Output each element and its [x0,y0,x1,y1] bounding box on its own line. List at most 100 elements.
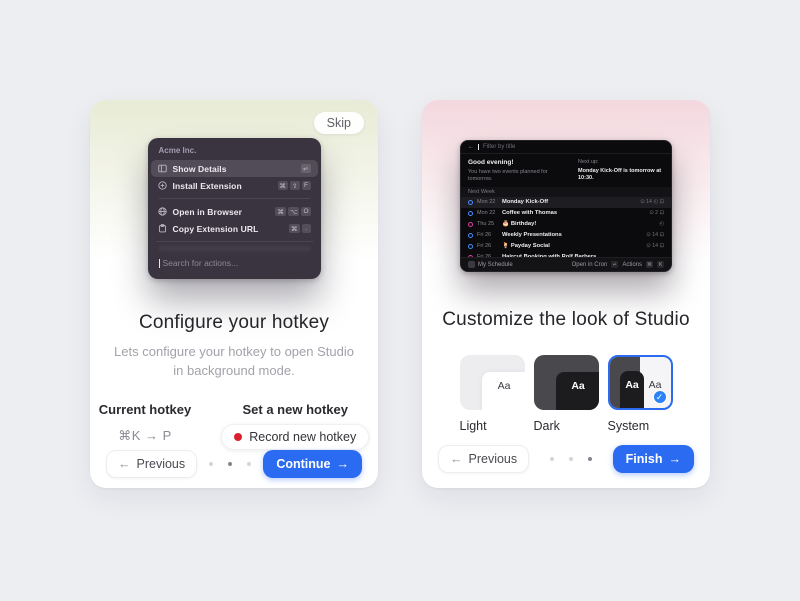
pagination-dot-active [587,457,592,461]
onboarding-stage: Skip Acme Inc. Show Details ↵ Install Ex… [90,100,710,488]
greeting-block: Good evening! You have two events planne… [468,159,564,183]
kbd-enter: ↵ [611,261,619,268]
text-caret [158,258,160,268]
back-arrow-icon: ← [468,144,474,150]
pagination-dot-active [228,461,233,466]
page-title: Customize the look of Studio [442,309,690,330]
kbd-cmd: ⌘ [646,261,653,268]
event-meta: ⊙ 14 ⊡ [646,243,664,250]
current-hotkey-label: Current hotkey [98,401,192,417]
previous-label: Previous [136,456,186,471]
pagination-dot [209,461,214,466]
event-title: 🎂 Birthday! [502,221,537,228]
filter-bar: ← Filter by title [461,141,671,154]
kbd-period: . [301,224,311,233]
previous-button[interactable]: ← Previous [438,445,530,473]
event-status-icon [468,210,473,216]
theme-option-dark[interactable]: Aa Dark [533,355,599,433]
theme-sample-text: Aa [497,379,511,392]
studio-app-mockup: ← Filter by title Good evening! You have… [460,140,672,272]
page-title: Configure your hotkey [138,312,330,333]
theme-sample-text: Aa [571,379,585,392]
event-row: Thu 25 🎂 Birthday! ◴ [461,219,671,230]
event-row: Fri 26 🍹 Payday Social ⊙ 14 ⊡ [461,241,671,252]
theme-sample-text: Aa [648,379,662,391]
event-meta: ⊙ 14 ⊡ [646,232,664,239]
check-icon: ✓ [652,390,667,404]
event-meta: ◴ [659,221,664,228]
greeting-subtitle: You have two events planned for tomorrow… [468,168,548,182]
menu-item-label: Copy Extension URL [172,223,259,234]
theme-option-system[interactable]: Aa Aa ✓ System [607,355,673,433]
record-dot-icon [234,432,243,441]
actions-label: Actions [622,261,642,268]
open-in-label: Open in Cron [571,261,608,268]
menu-search-input: Search for actions... [148,251,321,277]
hotkey-step-card: Skip Acme Inc. Show Details ↵ Install Ex… [90,100,378,488]
pagination-dot [247,461,252,466]
finish-label: Finish [625,452,663,466]
theme-label: System [607,419,650,433]
theme-label: Light [459,419,487,433]
event-title: Coffee with Thomas [502,210,558,217]
menu-divider [158,198,310,199]
event-meta: ⊙ 2 ⊡ [649,210,664,217]
arrow-right-icon: → [336,456,350,471]
theme-label: Dark [533,419,560,433]
kbd-letter: F [301,181,311,190]
event-row: Mon 22 Monday Kick-Off ⊙ 14 ◴ ⊡ [461,196,671,208]
pagination-dots [209,461,252,466]
theme-sample-text: Aa [625,379,639,392]
section-label: Next Week [461,186,671,197]
actions-menu-mockup: Acme Inc. Show Details ↵ Install Extensi… [147,138,321,279]
globe-icon [157,207,167,216]
kbd-shift: ⇧ [290,181,300,190]
skip-button[interactable]: Skip [313,112,364,134]
filter-placeholder: Filter by title [483,144,516,150]
next-up-label: Next up: [578,159,599,165]
event-status-icon [468,243,473,249]
next-up-value: Monday Kick-Off is tomorrow at 10:30. [578,167,662,181]
previous-button[interactable]: ← Previous [106,449,198,478]
text-caret [478,144,479,150]
event-meta: ⊙ 14 ◴ ⊡ [640,199,664,206]
new-hotkey-label: Set a new hotkey [242,401,348,417]
kbd-letter: O [301,207,311,216]
menu-faded-row [157,246,311,251]
pagination-dots [549,457,592,461]
footer-label: My Schedule [478,261,513,268]
menu-item-copy-extension-url: Copy Extension URL ⌘ . [151,220,318,237]
next-up-block: Next up: Monday Kick-Off is tomorrow at … [578,159,664,183]
event-title: Weekly Presentations [502,232,562,239]
kbd-k: K [657,261,664,268]
menu-app-name: Acme Inc. [158,146,197,155]
record-hotkey-button[interactable]: Record new hotkey [221,423,370,450]
menu-item-label: Open in Browser [172,206,243,217]
event-date: Mon 22 [477,199,496,206]
arrow-right-icon: → [668,452,681,466]
kbd-cmd: ⌘ [289,224,300,233]
event-date: Mon 22 [477,210,496,217]
plus-circle-icon [157,181,167,190]
continue-button[interactable]: Continue → [263,449,362,478]
kbd-option: ⌥ [287,207,300,216]
event-date: Fri 26 [477,243,492,250]
kbd-cmd: ⌘ [275,207,286,216]
kbd-enter: ↵ [301,164,311,173]
record-hotkey-label: Record new hotkey [249,429,357,444]
greeting-title: Good evening! [468,159,514,166]
menu-item-install-extension: Install Extension ⌘ ⇧ F [151,177,318,194]
menu-item-label: Show Details [172,163,227,174]
sidebar-icon [157,164,167,173]
kbd-cmd: ⌘ [277,181,289,190]
menu-search-placeholder: Search for actions... [162,258,239,268]
previous-label: Previous [468,452,518,466]
event-title: 🍹 Payday Social [502,243,550,250]
theme-option-light[interactable]: Aa Light [459,355,525,433]
event-row: Mon 22 Coffee with Thomas ⊙ 2 ⊡ [461,208,671,219]
finish-button[interactable]: Finish → [612,445,694,473]
event-date: Thu 25 [477,221,495,228]
arrow-left-icon: ← [450,452,463,466]
new-hotkey-group: Set a new hotkey Record new hotkey [221,401,370,450]
event-status-icon [468,232,473,238]
